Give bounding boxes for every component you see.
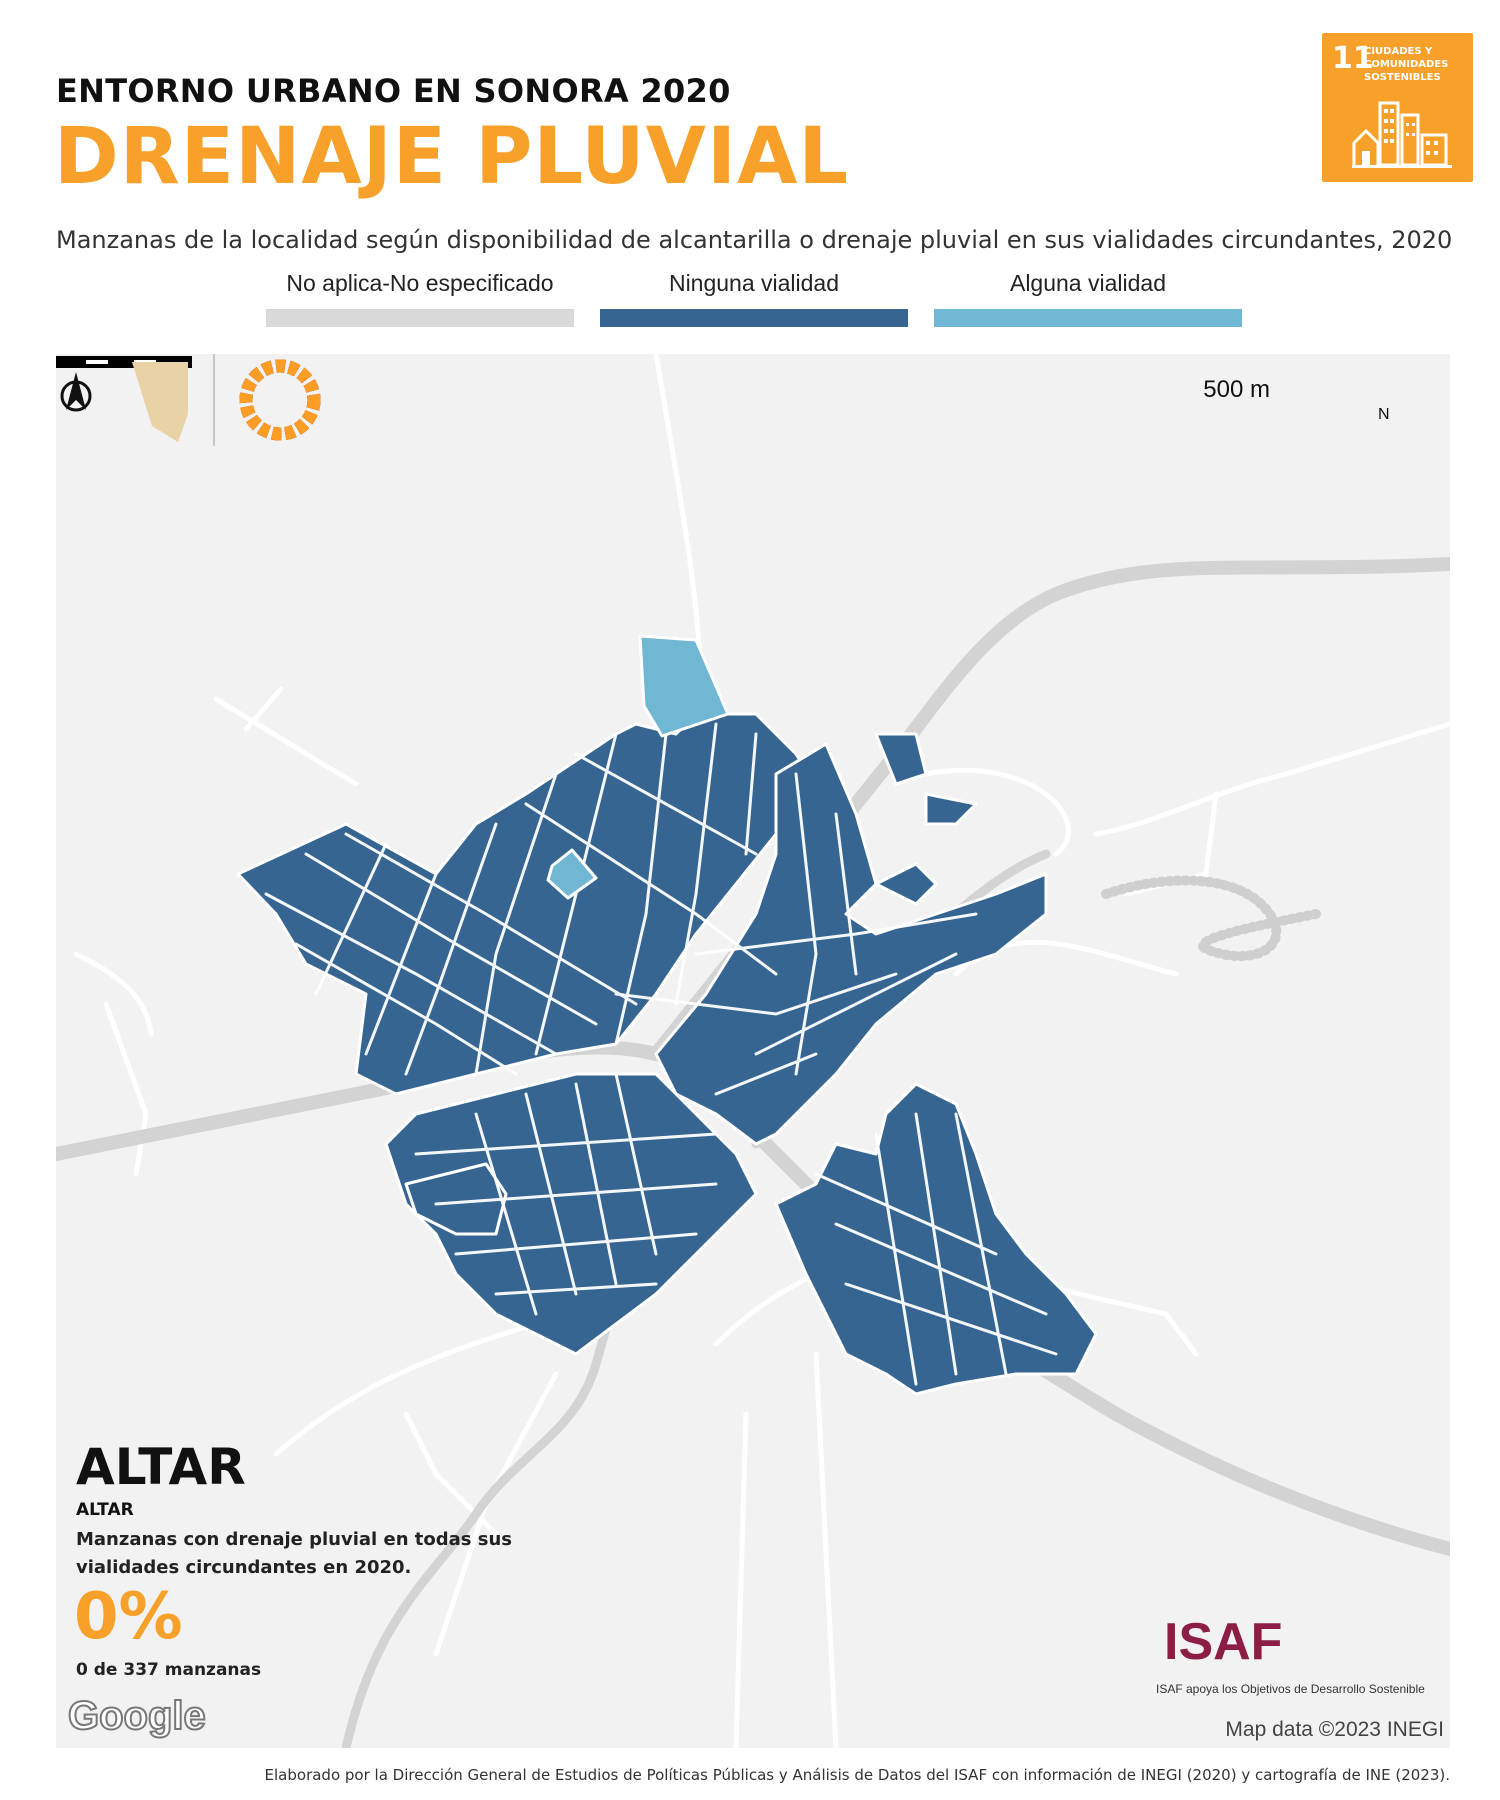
legend-item-alguna: Alguna vialidad	[934, 270, 1242, 327]
legend-label: Ninguna vialidad	[668, 270, 840, 296]
subtitle: Manzanas de la localidad según disponibi…	[56, 226, 1453, 254]
north-letter: N	[1378, 406, 1390, 423]
locality-name: ALTAR	[76, 1438, 246, 1496]
supertitle: ENTORNO URBANO EN SONORA 2020	[56, 72, 731, 110]
interior-streets	[264, 722, 1058, 1386]
isaf-sdg-logo	[132, 354, 321, 446]
blocks-alguna-vialidad	[546, 634, 730, 900]
map-panel[interactable]: 500 m N ALTAR ALTAR Manzanas con drenaje…	[56, 354, 1450, 1748]
legend-swatch	[600, 309, 908, 327]
legend-label: No aplica-No especificado	[286, 270, 554, 296]
isaf-logo-text: ISAF	[1164, 1613, 1283, 1671]
sdg-11-badge: 11 CIUDADES Y COMUNIDADES SOSTENIBLES	[1322, 33, 1473, 182]
map-canvas[interactable]	[56, 354, 1450, 1748]
locality-description: Manzanas con drenaje pluvial en todas su…	[76, 1529, 512, 1578]
google-logo: Google	[67, 1693, 207, 1739]
legend-item-ninguna: Ninguna vialidad	[600, 270, 908, 327]
legend-item-no-aplica: No aplica-No especificado	[266, 270, 574, 327]
sdg-text: CIUDADES Y COMUNIDADES SOSTENIBLES	[1364, 46, 1449, 83]
page-title: DRENAJE PLUVIAL	[54, 112, 850, 202]
legend-swatch	[934, 309, 1242, 327]
isaf-tagline: ISAF apoya los Objetivos de Desarrollo S…	[1156, 1682, 1425, 1696]
map-attribution: Map data ©2023 INEGI	[1225, 1718, 1444, 1741]
locality-count: 0 de 337 manzanas	[76, 1660, 262, 1680]
locality-sub-name: ALTAR	[76, 1500, 134, 1520]
locality-percent: 0%	[74, 1580, 183, 1654]
sdg-number: 11	[1332, 41, 1374, 76]
footer-credit: Elaborado por la Dirección General de Es…	[264, 1766, 1450, 1784]
legend-swatch	[266, 309, 574, 327]
north-arrow-icon	[60, 372, 92, 412]
city-buildings-icon	[1352, 101, 1452, 168]
legend-label: Alguna vialidad	[1009, 270, 1166, 296]
river	[1101, 875, 1321, 962]
scale-label: 500 m	[1203, 376, 1270, 403]
